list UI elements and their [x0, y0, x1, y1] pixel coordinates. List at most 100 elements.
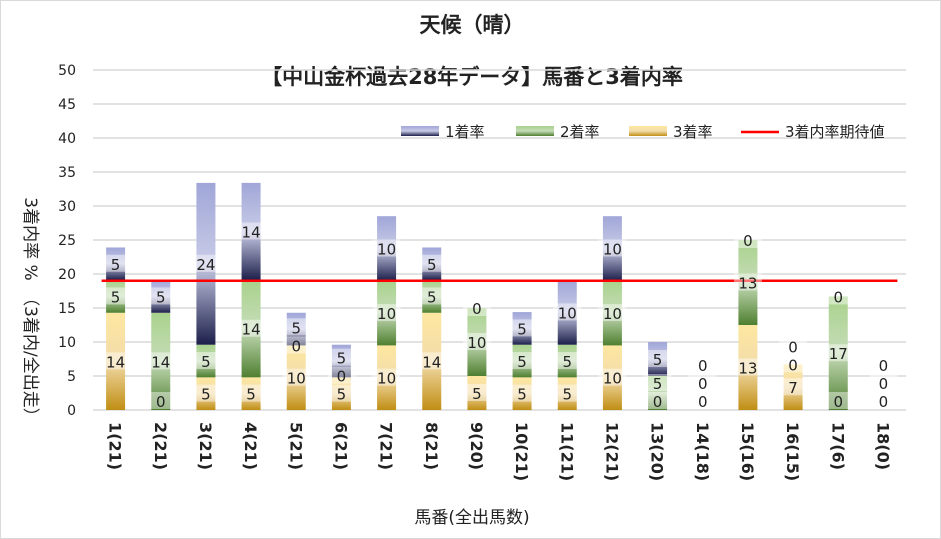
data-label-bg [869, 374, 898, 391]
data-label-bg [598, 304, 627, 322]
data-label: 0 [698, 393, 708, 411]
data-label: 5 [562, 353, 572, 371]
bar-segment-3着率 [106, 312, 126, 410]
data-label-bg [282, 368, 311, 386]
data-label: 14 [422, 353, 441, 371]
data-label: 5 [562, 386, 572, 404]
data-label-bg [282, 336, 311, 354]
legend-swatch [629, 126, 667, 136]
data-label: 0 [788, 356, 798, 374]
data-label-bg [643, 392, 672, 409]
bar-segment-2着率 [377, 280, 397, 346]
data-label: 10 [467, 334, 486, 352]
legend-swatch [401, 126, 439, 136]
bar-segment-2着率 [241, 280, 261, 378]
x-tick-label: 17(6) [828, 422, 847, 470]
legend-label: 1着率 [445, 123, 485, 141]
y-tick-label: 40 [58, 131, 76, 147]
x-tick-label: 13(20) [648, 422, 667, 481]
data-label-bg [643, 350, 672, 367]
data-label-bg [146, 392, 175, 409]
bar-segment-2着率 [512, 344, 532, 378]
data-label: 5 [517, 353, 527, 371]
data-label-bg [101, 352, 130, 370]
bar-segment-3着率 [196, 377, 216, 410]
data-label: 5 [201, 353, 211, 371]
data-label: 7 [788, 379, 798, 397]
data-label-bg [869, 392, 898, 409]
bar-segment-3着率 [422, 312, 442, 410]
data-label-bg [553, 384, 582, 402]
data-label-bg [417, 352, 446, 370]
data-label: 5 [201, 386, 211, 404]
data-label: 5 [246, 386, 256, 404]
bar-segment-1着率 [241, 182, 261, 281]
data-label-bg [327, 384, 356, 402]
bar-segment-2着率 [557, 344, 577, 378]
bar-segment-1着率 [648, 342, 668, 376]
data-label-bg [779, 378, 808, 396]
bar-segment-1着率 [286, 312, 306, 346]
data-label-bg [237, 319, 266, 337]
bar-segment-3着率 [738, 325, 758, 410]
bar-segment-1着率 [151, 280, 171, 313]
data-label: 5 [156, 288, 166, 306]
y-tick-label: 25 [58, 233, 76, 249]
x-tick-label: 10(21) [512, 422, 531, 481]
data-label-bg [372, 368, 401, 386]
data-label-bg [824, 287, 853, 305]
data-label: 10 [377, 241, 396, 259]
data-label-bg [733, 273, 762, 291]
bar-segment-3着率 [602, 345, 622, 410]
data-label: 5 [337, 386, 347, 404]
y-tick-label: 35 [58, 165, 76, 181]
bar-segment-3着率 [512, 377, 532, 410]
bar-segment-1着率 [331, 344, 351, 378]
data-label: 10 [287, 370, 306, 388]
data-label-bg [101, 254, 130, 272]
data-label: 5 [111, 256, 121, 274]
data-label: 5 [517, 386, 527, 404]
bar-segment-3着率 [241, 377, 261, 410]
data-label-bg [327, 348, 356, 366]
data-label-bg [733, 231, 762, 248]
data-label: 0 [788, 338, 798, 356]
data-label: 5 [337, 350, 347, 368]
data-label-bg [372, 304, 401, 322]
y-axis-label: 3着内率 % （3着内/全出走） [20, 197, 40, 424]
data-label: 10 [377, 370, 396, 388]
data-label: 5 [111, 288, 121, 306]
data-label: 0 [743, 232, 753, 250]
bar-segment-2着率 [467, 308, 487, 376]
x-tick-label: 5(21) [286, 422, 305, 470]
x-tick-label: 3(21) [196, 422, 215, 470]
data-label-bg [779, 337, 808, 355]
data-label: 13 [738, 360, 757, 378]
bar-segment-2着率 [648, 376, 668, 410]
bar-segment-3着率 [331, 377, 351, 410]
data-label: 5 [653, 351, 663, 369]
x-tick-label: 6(21) [331, 422, 350, 470]
bar-segment-1着率 [557, 280, 577, 345]
y-tick-label: 45 [58, 97, 76, 113]
y-tick-label: 0 [67, 403, 76, 419]
y-tick-label: 30 [58, 199, 76, 215]
x-tick-label: 11(21) [557, 422, 576, 481]
data-label-bg [282, 318, 311, 336]
data-label-bg [237, 384, 266, 402]
data-label-bg [508, 384, 537, 402]
legend-label: 2着率 [560, 123, 600, 141]
bar-segment-3着率 [557, 377, 577, 410]
data-label-bg [598, 368, 627, 386]
data-label: 5 [291, 319, 301, 337]
x-tick-label: 18(0) [873, 422, 892, 470]
data-label-bg [553, 352, 582, 370]
data-label: 10 [603, 241, 622, 259]
data-label-bg [191, 352, 220, 370]
data-label: 5 [427, 256, 437, 274]
data-label: 14 [242, 224, 261, 242]
data-label: 5 [517, 320, 527, 338]
bar-segment-2着率 [738, 240, 758, 325]
data-label-bg [191, 384, 220, 402]
